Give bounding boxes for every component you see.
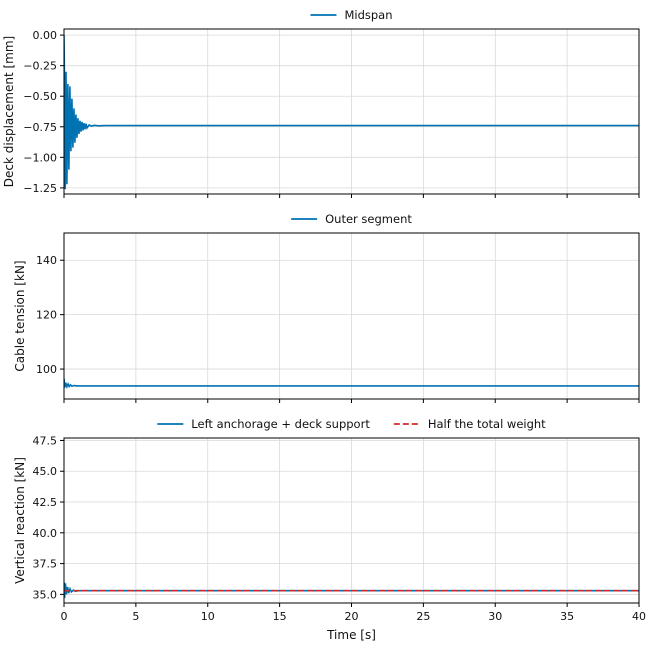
y-tick-label: −0.25 bbox=[23, 60, 57, 73]
y-tick-label: 40.0 bbox=[33, 527, 58, 540]
y-tick-label: 42.5 bbox=[33, 496, 58, 509]
y-tick-label: 0.00 bbox=[33, 29, 58, 42]
y-tick-label: −1.25 bbox=[23, 182, 57, 195]
legend: Left anchorage + deck support Half the to… bbox=[157, 417, 546, 431]
x-tick-label: 5 bbox=[132, 610, 139, 623]
y-axis-label: Vertical reaction [kN] bbox=[13, 457, 27, 584]
legend: Outer segment bbox=[291, 212, 412, 226]
x-tick-label: 0 bbox=[61, 610, 68, 623]
panel-vertical-reaction: 0 5 10 15 20 25 30 35 40 35.0 37.5 40.0 42.5 45.0 47.5… bbox=[13, 417, 646, 642]
y-tick-label: 47.5 bbox=[33, 434, 58, 447]
x-tick-label: 10 bbox=[201, 610, 215, 623]
y-tick-label: 140 bbox=[36, 254, 57, 267]
y-tick-label: 45.0 bbox=[33, 465, 58, 478]
y-tick-label: −0.75 bbox=[23, 121, 57, 134]
x-tick-label: 35 bbox=[560, 610, 574, 623]
series-line-outer-segment bbox=[64, 378, 639, 390]
x-axis-label: Time [s] bbox=[326, 628, 376, 642]
panel-cable-tension: 100 120 140 Cable tension [kN] Outer segment bbox=[13, 212, 640, 403]
legend-label-outer-segment: Outer segment bbox=[325, 212, 412, 226]
legend-label-midspan: Midspan bbox=[344, 8, 392, 22]
x-tick-label: 15 bbox=[273, 610, 287, 623]
x-tick-label: 40 bbox=[632, 610, 646, 623]
y-tick-label: −0.50 bbox=[23, 90, 57, 103]
series-line-midspan bbox=[64, 35, 639, 190]
y-tick-label: 100 bbox=[36, 363, 57, 376]
panel-deck-displacement: 0.00 −0.25 −0.50 −0.75 −1.00 −1.25 Deck displa… bbox=[2, 8, 640, 198]
y-tick-label: 35.0 bbox=[33, 588, 58, 601]
legend: Midspan bbox=[310, 8, 393, 22]
y-tick-label: 120 bbox=[36, 309, 57, 322]
x-tick-label: 30 bbox=[488, 610, 502, 623]
y-axis-label: Cable tension [kN] bbox=[13, 260, 27, 371]
y-tick-label: −1.00 bbox=[23, 151, 57, 164]
legend-label-half-the-total-weight: Half the total weight bbox=[428, 417, 546, 431]
x-tick-label: 20 bbox=[345, 610, 359, 623]
legend-label-left-anchorage-deck-support: Left anchorage + deck support bbox=[191, 417, 370, 431]
x-tick-label: 25 bbox=[416, 610, 430, 623]
y-tick-label: 37.5 bbox=[33, 558, 58, 571]
y-axis-label: Deck displacement [mm] bbox=[2, 36, 16, 187]
